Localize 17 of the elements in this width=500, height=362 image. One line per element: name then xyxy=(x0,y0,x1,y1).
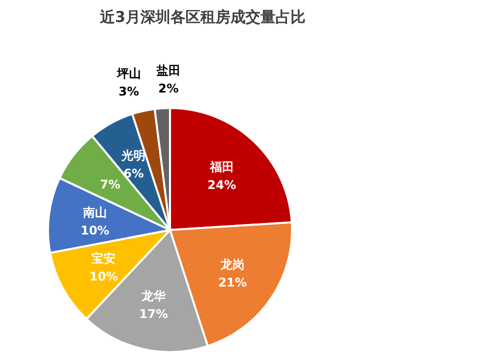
slice-label: 坪山 xyxy=(116,66,141,81)
data-label: 17% xyxy=(139,306,168,321)
slice-label: 福田 xyxy=(208,160,234,174)
data-label: 7% xyxy=(100,178,120,192)
data-label: 2% xyxy=(158,81,179,96)
slice-label: 宝安 xyxy=(92,251,116,266)
data-label: 3% xyxy=(118,84,140,99)
slice-label: 盐田 xyxy=(155,63,180,78)
data-label: 24% xyxy=(207,178,236,192)
data-label: 10% xyxy=(80,224,110,238)
chart-title: 近3月深圳各区租房成交量占比 xyxy=(99,8,306,26)
data-label: 10% xyxy=(89,269,118,284)
slice-label: 龙华 xyxy=(140,288,166,303)
data-label: 21% xyxy=(218,276,247,290)
slice-label: 南山 xyxy=(82,206,107,220)
slice-label: 光明 xyxy=(120,148,146,163)
slice-label: 龙岗 xyxy=(220,258,245,272)
